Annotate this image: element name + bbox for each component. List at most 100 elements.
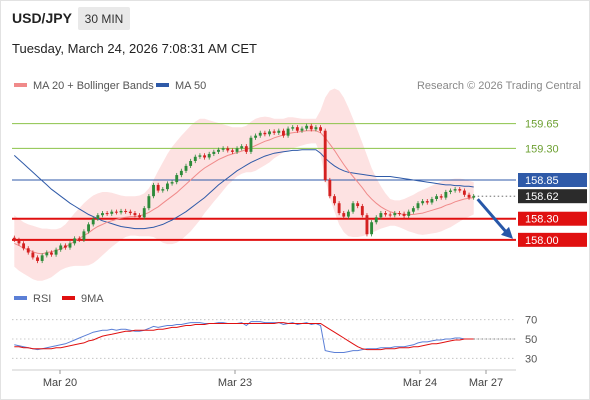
rsi-9ma-line bbox=[14, 322, 474, 351]
candle-body bbox=[462, 190, 466, 195]
timeframe-button[interactable]: 30 MIN bbox=[78, 7, 130, 30]
rsi-tick-70: 70 bbox=[525, 315, 537, 327]
candle-body bbox=[45, 252, 49, 256]
candle-body bbox=[360, 206, 364, 216]
level-label-159.65: 159.65 bbox=[525, 119, 559, 131]
legend-label-ma50: MA 50 bbox=[175, 80, 207, 92]
candle-body bbox=[230, 150, 234, 152]
candle-body bbox=[314, 127, 318, 130]
candle-body bbox=[449, 190, 452, 192]
candle-body bbox=[12, 237, 16, 240]
candle-body bbox=[319, 127, 322, 131]
candle-body bbox=[54, 249, 58, 255]
candle-body bbox=[147, 196, 151, 209]
candle-body bbox=[323, 130, 327, 180]
candle-body bbox=[333, 196, 336, 204]
candle-body bbox=[133, 213, 137, 216]
level-label-158.62: 158.62 bbox=[525, 191, 559, 203]
legend-swatch-ma20 bbox=[14, 83, 27, 88]
level-label-158.85: 158.85 bbox=[525, 175, 559, 187]
candle-body bbox=[203, 155, 206, 158]
candle-body bbox=[179, 170, 183, 176]
ma50-line bbox=[13, 149, 474, 230]
level-tag-158.85 bbox=[518, 173, 587, 187]
x-tick-label: Mar 23 bbox=[218, 377, 252, 389]
candle-body bbox=[40, 255, 44, 261]
candle-body bbox=[356, 203, 360, 207]
rsi-tick-50: 50 bbox=[525, 334, 537, 346]
candle-body bbox=[439, 196, 443, 198]
candle-body bbox=[254, 135, 258, 138]
candle-body bbox=[128, 211, 132, 214]
candle-body bbox=[342, 213, 346, 217]
candle-body bbox=[258, 132, 262, 136]
candle-body bbox=[444, 191, 448, 198]
candle-body bbox=[87, 224, 90, 232]
legend-swatch-ma50 bbox=[156, 83, 169, 88]
candle-body bbox=[59, 245, 63, 250]
candle-body bbox=[295, 127, 299, 131]
candle-body bbox=[142, 208, 146, 218]
candle-body bbox=[26, 248, 30, 253]
level-label-158.00: 158.00 bbox=[525, 235, 559, 247]
legend-9ma: 9MA bbox=[62, 293, 104, 305]
candle-body bbox=[226, 148, 230, 151]
candle-body bbox=[416, 203, 420, 209]
candle-body bbox=[152, 184, 155, 197]
candle-body bbox=[328, 180, 332, 197]
candle-body bbox=[472, 196, 476, 198]
candle-body bbox=[114, 211, 118, 213]
candle-body bbox=[286, 128, 290, 136]
candle-body bbox=[105, 213, 109, 215]
candle-body bbox=[31, 252, 35, 258]
candle-body bbox=[244, 146, 248, 152]
level-tag-158.62 bbox=[518, 189, 587, 204]
candle-body bbox=[249, 137, 253, 152]
candle-body bbox=[346, 211, 350, 217]
candle-body bbox=[407, 211, 411, 216]
candle-body bbox=[110, 211, 114, 214]
rsi-line bbox=[14, 321, 474, 353]
candle-body bbox=[393, 213, 397, 216]
candle-body bbox=[467, 194, 471, 198]
candle-body bbox=[156, 184, 160, 191]
x-tick-label: Mar 20 bbox=[43, 377, 77, 389]
level-label-159.30: 159.30 bbox=[525, 143, 559, 155]
candle-body bbox=[175, 175, 179, 183]
candle-body bbox=[374, 217, 378, 223]
symbol-title: USD/JPY bbox=[12, 10, 72, 26]
candle-body bbox=[277, 130, 281, 133]
legend-ma20-bb: MA 20 + Bollinger Bands bbox=[14, 80, 154, 92]
candle-body bbox=[221, 148, 225, 150]
candle-body bbox=[119, 210, 123, 213]
candle-body bbox=[351, 203, 355, 212]
candle-body bbox=[240, 146, 244, 149]
candle-body bbox=[272, 131, 276, 133]
candle-body bbox=[411, 208, 415, 212]
datetime-label: Tuesday, March 24, 2026 7:08:31 AM CET bbox=[12, 41, 257, 56]
legend-label-9ma: 9MA bbox=[81, 293, 104, 305]
candle-body bbox=[430, 199, 434, 203]
candle-body bbox=[17, 239, 21, 244]
legend-swatch-rsi bbox=[14, 296, 27, 301]
rsi-tick-30: 30 bbox=[525, 353, 537, 365]
legend-ma50: MA 50 bbox=[156, 80, 206, 92]
candle-body bbox=[402, 213, 406, 216]
candle-body bbox=[166, 183, 169, 190]
level-label-158.30: 158.30 bbox=[525, 214, 559, 226]
bollinger-band-area bbox=[14, 88, 474, 281]
candle-body bbox=[384, 213, 387, 215]
candle-body bbox=[170, 182, 174, 184]
legend-label-ma20: MA 20 + Bollinger Bands bbox=[33, 80, 154, 92]
candle-body bbox=[22, 243, 26, 249]
candle-body bbox=[398, 213, 401, 215]
candle-body bbox=[138, 215, 142, 218]
candle-body bbox=[77, 238, 81, 240]
candle-body bbox=[263, 132, 267, 135]
candle-body bbox=[68, 243, 72, 248]
candle-body bbox=[435, 196, 438, 200]
candle-body bbox=[184, 165, 188, 171]
candle-body bbox=[268, 131, 271, 135]
candle-body bbox=[425, 201, 429, 203]
candle-body bbox=[207, 153, 211, 158]
